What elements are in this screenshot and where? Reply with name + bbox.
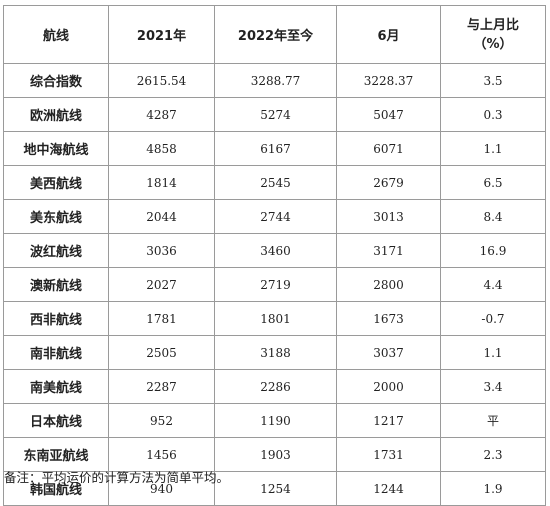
route-name-cell: 日本航线: [3, 403, 109, 438]
value-mom-change-cell: 3.4: [440, 369, 546, 404]
value-june-cell: 3228.37: [336, 63, 441, 98]
value-mom-change-cell: 平: [440, 403, 546, 438]
route-name-cell: 欧洲航线: [3, 97, 109, 132]
value-2022-to-date-cell: 1254: [214, 471, 337, 506]
value-2022-to-date-cell: 1190: [214, 403, 337, 438]
table-row: 欧洲航线 4287 5274 5047 0.3: [3, 97, 546, 132]
table-row: 西非航线 1781 1801 1673 -0.7: [3, 301, 546, 336]
value-june-cell: 2800: [336, 267, 441, 302]
value-mom-change-cell: 1.1: [440, 131, 546, 166]
value-2022-to-date-cell: 1903: [214, 437, 337, 472]
route-name-cell: 美东航线: [3, 199, 109, 234]
value-mom-change-cell: 4.4: [440, 267, 546, 302]
freight-index-table: 航线 2021年 2022年至今 6月 与上月比 （%） 综合指数 2615.54…: [3, 5, 546, 506]
value-2021-cell: 2505: [108, 335, 215, 370]
header-mom-change: 与上月比 （%）: [440, 5, 546, 64]
table-header: 航线 2021年 2022年至今 6月 与上月比 （%）: [3, 5, 546, 64]
value-mom-change-cell: 16.9: [440, 233, 546, 268]
table-row: 地中海航线 4858 6167 6071 1.1: [3, 131, 546, 166]
value-2022-to-date-cell: 5274: [214, 97, 337, 132]
value-june-cell: 2679: [336, 165, 441, 200]
value-mom-change-cell: 2.3: [440, 437, 546, 472]
route-name-cell: 南非航线: [3, 335, 109, 370]
value-2021-cell: 1781: [108, 301, 215, 336]
value-june-cell: 3171: [336, 233, 441, 268]
freight-index-table-container: 航线 2021年 2022年至今 6月 与上月比 （%） 综合指数 2615.54…: [3, 5, 546, 506]
header-june: 6月: [336, 5, 441, 64]
value-june-cell: 1244: [336, 471, 441, 506]
value-mom-change-cell: -0.7: [440, 301, 546, 336]
route-name-cell: 西非航线: [3, 301, 109, 336]
value-mom-change-cell: 0.3: [440, 97, 546, 132]
value-june-cell: 1217: [336, 403, 441, 438]
route-name-cell: 美西航线: [3, 165, 109, 200]
value-2021-cell: 2044: [108, 199, 215, 234]
value-2021-cell: 2027: [108, 267, 215, 302]
value-mom-change-cell: 8.4: [440, 199, 546, 234]
table-row: 日本航线 952 1190 1217 平: [3, 403, 546, 438]
header-route: 航线: [3, 5, 109, 64]
value-june-cell: 6071: [336, 131, 441, 166]
value-mom-change-cell: 6.5: [440, 165, 546, 200]
value-june-cell: 3013: [336, 199, 441, 234]
value-june-cell: 1731: [336, 437, 441, 472]
header-2021: 2021年: [108, 5, 215, 64]
value-june-cell: 2000: [336, 369, 441, 404]
table-row: 美东航线 2044 2744 3013 8.4: [3, 199, 546, 234]
value-june-cell: 3037: [336, 335, 441, 370]
value-2021-cell: 4287: [108, 97, 215, 132]
value-2022-to-date-cell: 2744: [214, 199, 337, 234]
value-2022-to-date-cell: 1801: [214, 301, 337, 336]
header-mom-change-label: 与上月比: [466, 17, 519, 33]
table-row: 美西航线 1814 2545 2679 6.5: [3, 165, 546, 200]
value-2022-to-date-cell: 3188: [214, 335, 337, 370]
route-name-cell: 地中海航线: [3, 131, 109, 166]
route-name-cell: 澳新航线: [3, 267, 109, 302]
value-2021-cell: 4858: [108, 131, 215, 166]
value-2022-to-date-cell: 3288.77: [214, 63, 337, 98]
value-2021-cell: 3036: [108, 233, 215, 268]
table-row: 综合指数 2615.54 3288.77 3228.37 3.5: [3, 63, 546, 98]
value-2022-to-date-cell: 2545: [214, 165, 337, 200]
value-2022-to-date-cell: 6167: [214, 131, 337, 166]
table-row: 澳新航线 2027 2719 2800 4.4: [3, 267, 546, 302]
table-row: 南非航线 2505 3188 3037 1.1: [3, 335, 546, 370]
header-row: 航线 2021年 2022年至今 6月 与上月比 （%）: [3, 5, 546, 64]
table-body: 综合指数 2615.54 3288.77 3228.37 3.5 欧洲航线 4287 5274…: [3, 63, 546, 506]
value-june-cell: 5047: [336, 97, 441, 132]
value-mom-change-cell: 1.1: [440, 335, 546, 370]
value-2022-to-date-cell: 2286: [214, 369, 337, 404]
value-2021-cell: 2615.54: [108, 63, 215, 98]
value-2021-cell: 952: [108, 403, 215, 438]
value-2021-cell: 1456: [108, 437, 215, 472]
table-row: 波红航线 3036 3460 3171 16.9: [3, 233, 546, 268]
value-2021-cell: 2287: [108, 369, 215, 404]
value-june-cell: 1673: [336, 301, 441, 336]
value-mom-change-cell: 1.9: [440, 471, 546, 506]
value-mom-change-cell: 3.5: [440, 63, 546, 98]
value-2022-to-date-cell: 2719: [214, 267, 337, 302]
value-2021-cell: 1814: [108, 165, 215, 200]
table-row: 南美航线 2287 2286 2000 3.4: [3, 369, 546, 404]
footnote: 备注：平均运价的计算方法为简单平均。: [4, 470, 230, 485]
route-name-cell: 波红航线: [3, 233, 109, 268]
header-mom-change-unit: （%）: [473, 36, 513, 52]
value-2022-to-date-cell: 3460: [214, 233, 337, 268]
table-row: 东南亚航线 1456 1903 1731 2.3: [3, 437, 546, 472]
route-name-cell: 综合指数: [3, 63, 109, 98]
header-2022-to-date: 2022年至今: [214, 5, 337, 64]
route-name-cell: 南美航线: [3, 369, 109, 404]
route-name-cell: 东南亚航线: [3, 437, 109, 472]
